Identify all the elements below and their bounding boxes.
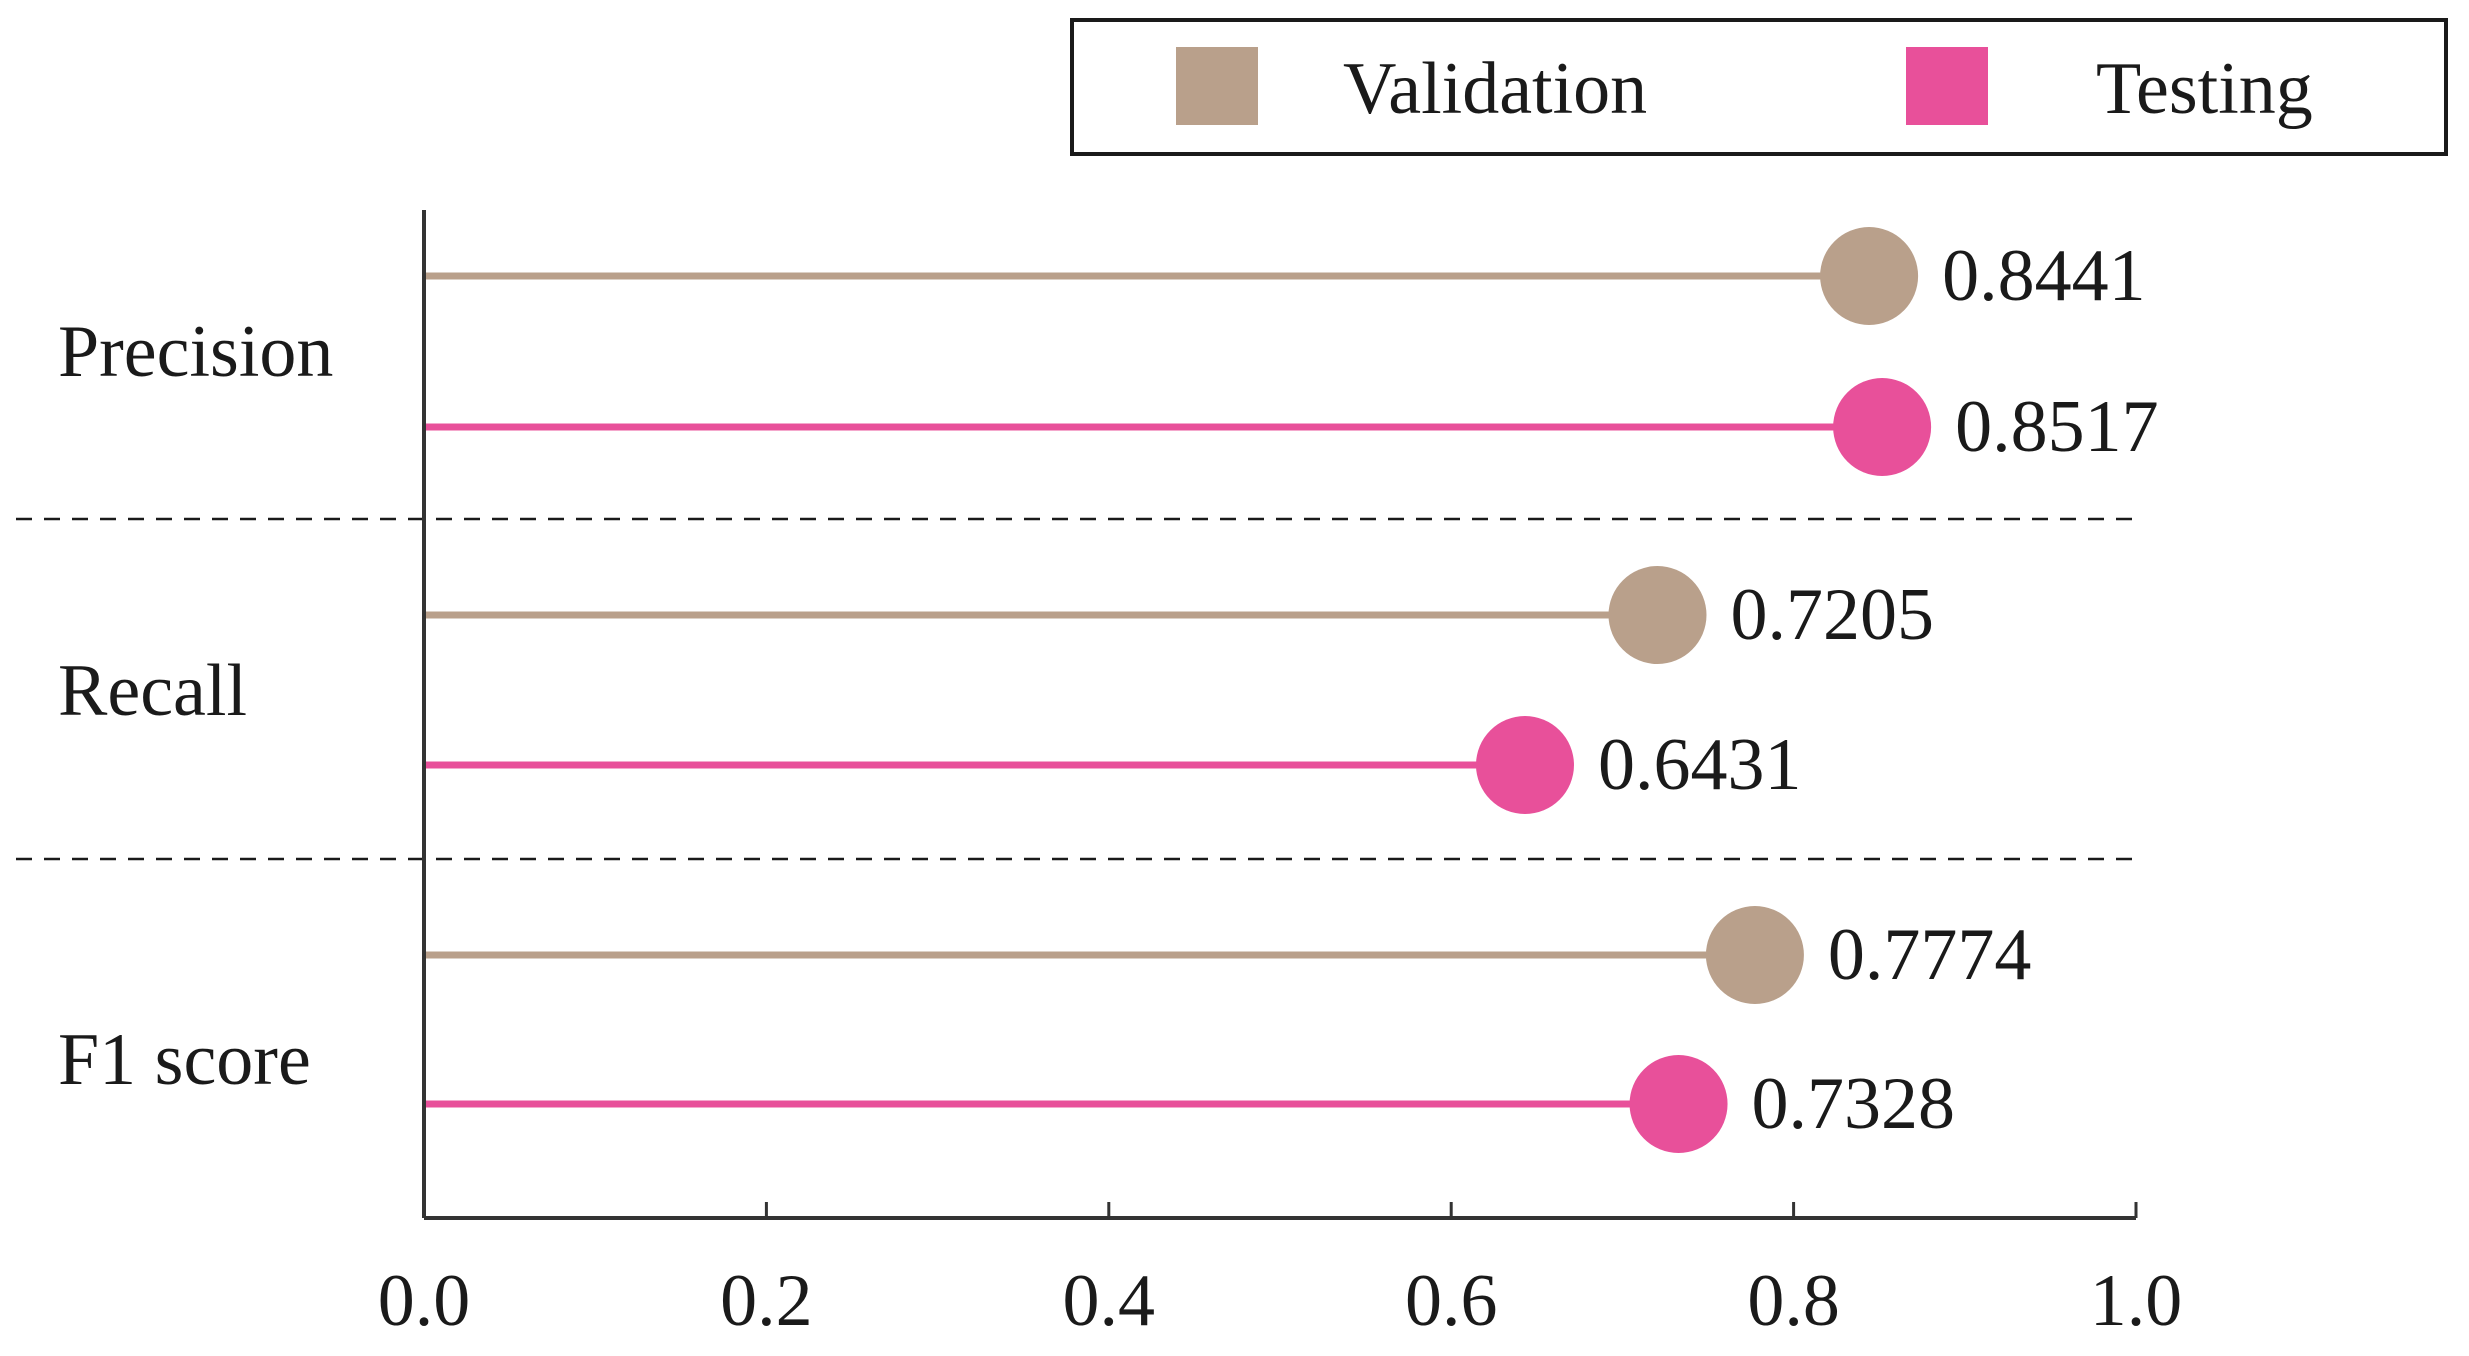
data-label-f1-score-validation: 0.7774 — [1828, 914, 2032, 996]
legend-swatch-testing — [1906, 47, 1988, 125]
x-tick-label-0.8: 0.8 — [1747, 1260, 1840, 1342]
legend: Validation Testing — [1070, 18, 2448, 156]
category-label-precision: Precision — [58, 311, 333, 393]
category-label-f1-score: F1 score — [58, 1019, 311, 1101]
x-tick-label-1.0: 1.0 — [2090, 1260, 2183, 1342]
dot-recall-testing — [1475, 716, 1574, 814]
dot-precision-testing — [1833, 378, 1932, 476]
data-label-precision-testing: 0.8517 — [1955, 386, 2159, 468]
data-label-f1-score-testing: 0.7328 — [1752, 1063, 1956, 1145]
x-tick-label-0.6: 0.6 — [1405, 1260, 1498, 1342]
legend-label-testing: Testing — [2096, 48, 2313, 130]
dot-precision-validation — [1820, 227, 1919, 325]
x-tick-label-0.2: 0.2 — [720, 1260, 813, 1342]
dot-f1-score-testing — [1629, 1055, 1728, 1153]
data-label-precision-validation: 0.8441 — [1942, 235, 2145, 317]
legend-label-validation: Validation — [1343, 48, 1647, 130]
dot-recall-validation — [1608, 566, 1707, 664]
x-tick-label-0.0: 0.0 — [378, 1260, 471, 1342]
legend-swatch-validation — [1176, 47, 1258, 125]
dot-f1-score-validation — [1705, 906, 1804, 1004]
data-label-recall-validation: 0.7205 — [1730, 574, 1934, 656]
category-label-recall: Recall — [58, 650, 247, 732]
x-tick-label-0.4: 0.4 — [1063, 1260, 1156, 1342]
legend-box — [1070, 18, 2448, 156]
data-label-recall-testing: 0.6431 — [1598, 724, 1802, 806]
